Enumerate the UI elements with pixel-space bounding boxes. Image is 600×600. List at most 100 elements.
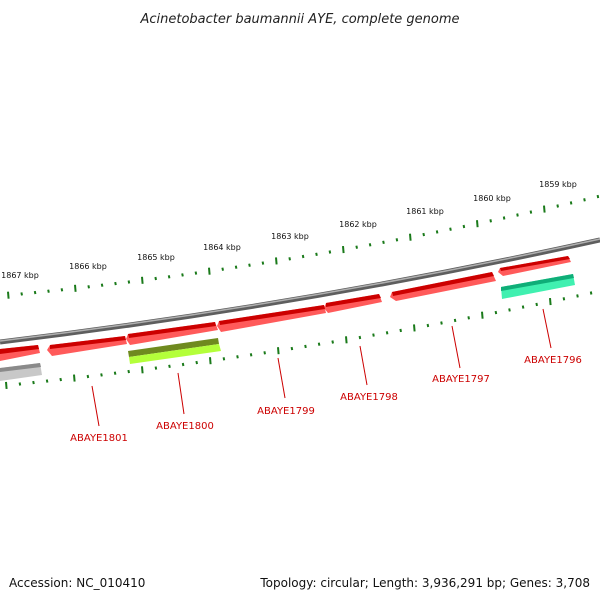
minor-scale-tick [87, 285, 90, 289]
minor-scale-tick [422, 232, 425, 237]
minor-scale-tick [569, 201, 573, 205]
major-scale-tick [342, 246, 345, 254]
minor-scale-tick [440, 321, 443, 325]
gene-label-leaders [91, 308, 552, 427]
kbp-label: 1864 kbp [203, 243, 241, 252]
minor-scale-tick [328, 250, 332, 254]
major-scale-tick [7, 291, 10, 299]
major-scale-tick [209, 357, 212, 365]
minor-scale-tick [18, 382, 22, 386]
kbp-label: 1867 kbp [1, 271, 39, 280]
minor-scale-tick [168, 364, 171, 368]
minor-scale-tick [261, 261, 265, 265]
major-scale-tick [74, 284, 77, 292]
kbp-label: 1860 kbp [473, 194, 511, 203]
minor-scale-tick [521, 305, 525, 309]
teal-feature[interactable] [501, 274, 575, 299]
inner-scale-ticks [5, 291, 593, 389]
major-scale-tick [141, 276, 144, 284]
minor-scale-tick [358, 335, 362, 340]
minor-scale-tick [33, 290, 37, 295]
minor-scale-tick [154, 366, 158, 370]
minor-scale-tick [508, 308, 511, 312]
minor-scale-tick [435, 230, 439, 234]
cds-feature[interactable] [126, 322, 218, 345]
olive-lime-feature[interactable] [128, 338, 221, 364]
minor-scale-tick [234, 265, 238, 269]
minor-scale-tick [248, 263, 251, 267]
scale-labels: 1859 kbp 1860 kbp 1861 kbp 1862 kbp 1863… [1, 180, 577, 280]
gene-label[interactable]: ABAYE1799 [257, 406, 315, 417]
minor-scale-tick [301, 254, 305, 259]
major-scale-tick [208, 267, 211, 275]
major-scale-tick [73, 374, 76, 382]
kbp-label: 1866 kbp [69, 262, 107, 271]
cds-feature[interactable] [217, 305, 326, 332]
gene-label[interactable]: ABAYE1798 [340, 392, 398, 403]
major-scale-tick [409, 233, 412, 241]
gene-label[interactable]: ABAYE1796 [524, 355, 582, 366]
minor-scale-tick [181, 273, 184, 277]
minor-scale-tick [288, 257, 291, 261]
minor-scale-tick [583, 198, 586, 202]
major-scale-tick [5, 381, 8, 389]
minor-scale-tick [86, 374, 90, 379]
gene-labels: ABAYE1796 ABAYE1797 ABAYE1798 ABAYE1799 … [70, 355, 582, 444]
minor-scale-tick [516, 213, 519, 217]
minor-scale-tick [154, 276, 157, 281]
forward-cds-track [0, 256, 571, 361]
gene-label[interactable]: ABAYE1801 [70, 433, 128, 444]
genome-backbone [0, 237, 600, 345]
minor-scale-tick [304, 344, 307, 349]
cds-feature[interactable] [498, 256, 571, 276]
major-scale-tick [345, 336, 348, 344]
major-scale-tick [141, 366, 144, 374]
cds-feature[interactable] [0, 345, 40, 361]
minor-scale-tick [221, 267, 224, 271]
major-scale-tick [277, 347, 280, 355]
minor-scale-tick [113, 371, 117, 375]
minor-scale-tick [194, 271, 198, 275]
minor-scale-tick [556, 204, 559, 208]
minor-scale-tick [249, 353, 253, 357]
minor-scale-tick [562, 297, 566, 301]
minor-scale-tick [315, 252, 318, 256]
minor-scale-tick [331, 340, 334, 344]
minor-scale-tick [32, 380, 35, 385]
leader-line [359, 345, 368, 386]
genome-backbone-highlight [0, 238, 600, 342]
accession-text: Accession: NC_010410 [9, 576, 146, 590]
gene-label[interactable]: ABAYE1800 [156, 421, 214, 432]
major-scale-tick [413, 324, 416, 332]
minor-scale-tick [385, 331, 389, 335]
leader-line [91, 385, 100, 427]
leader-line [277, 357, 286, 399]
minor-scale-tick [535, 302, 538, 307]
minor-scale-tick [47, 289, 50, 293]
minor-scale-tick [100, 373, 103, 377]
minor-scale-tick [576, 294, 579, 298]
gray-feature[interactable] [0, 363, 42, 381]
major-scale-tick [476, 220, 479, 228]
cds-feature[interactable] [47, 336, 127, 356]
minor-scale-tick [317, 342, 321, 346]
reverse-feature-track [0, 274, 575, 381]
minor-scale-tick [195, 360, 198, 365]
minor-scale-tick [236, 355, 239, 359]
major-scale-tick [543, 205, 546, 213]
cds-feature[interactable] [390, 272, 496, 301]
minor-scale-tick [502, 216, 506, 220]
minor-scale-tick [127, 369, 130, 374]
minor-scale-tick [395, 238, 399, 242]
minor-scale-tick [60, 288, 64, 292]
gene-label[interactable]: ABAYE1797 [432, 374, 490, 385]
cds-feature[interactable] [324, 294, 382, 313]
minor-scale-tick [382, 240, 385, 244]
kbp-label: 1865 kbp [137, 253, 175, 262]
minor-scale-tick [462, 224, 466, 229]
outer-scale-ticks [7, 194, 600, 299]
minor-scale-tick [20, 292, 23, 296]
minor-scale-tick [222, 357, 226, 361]
